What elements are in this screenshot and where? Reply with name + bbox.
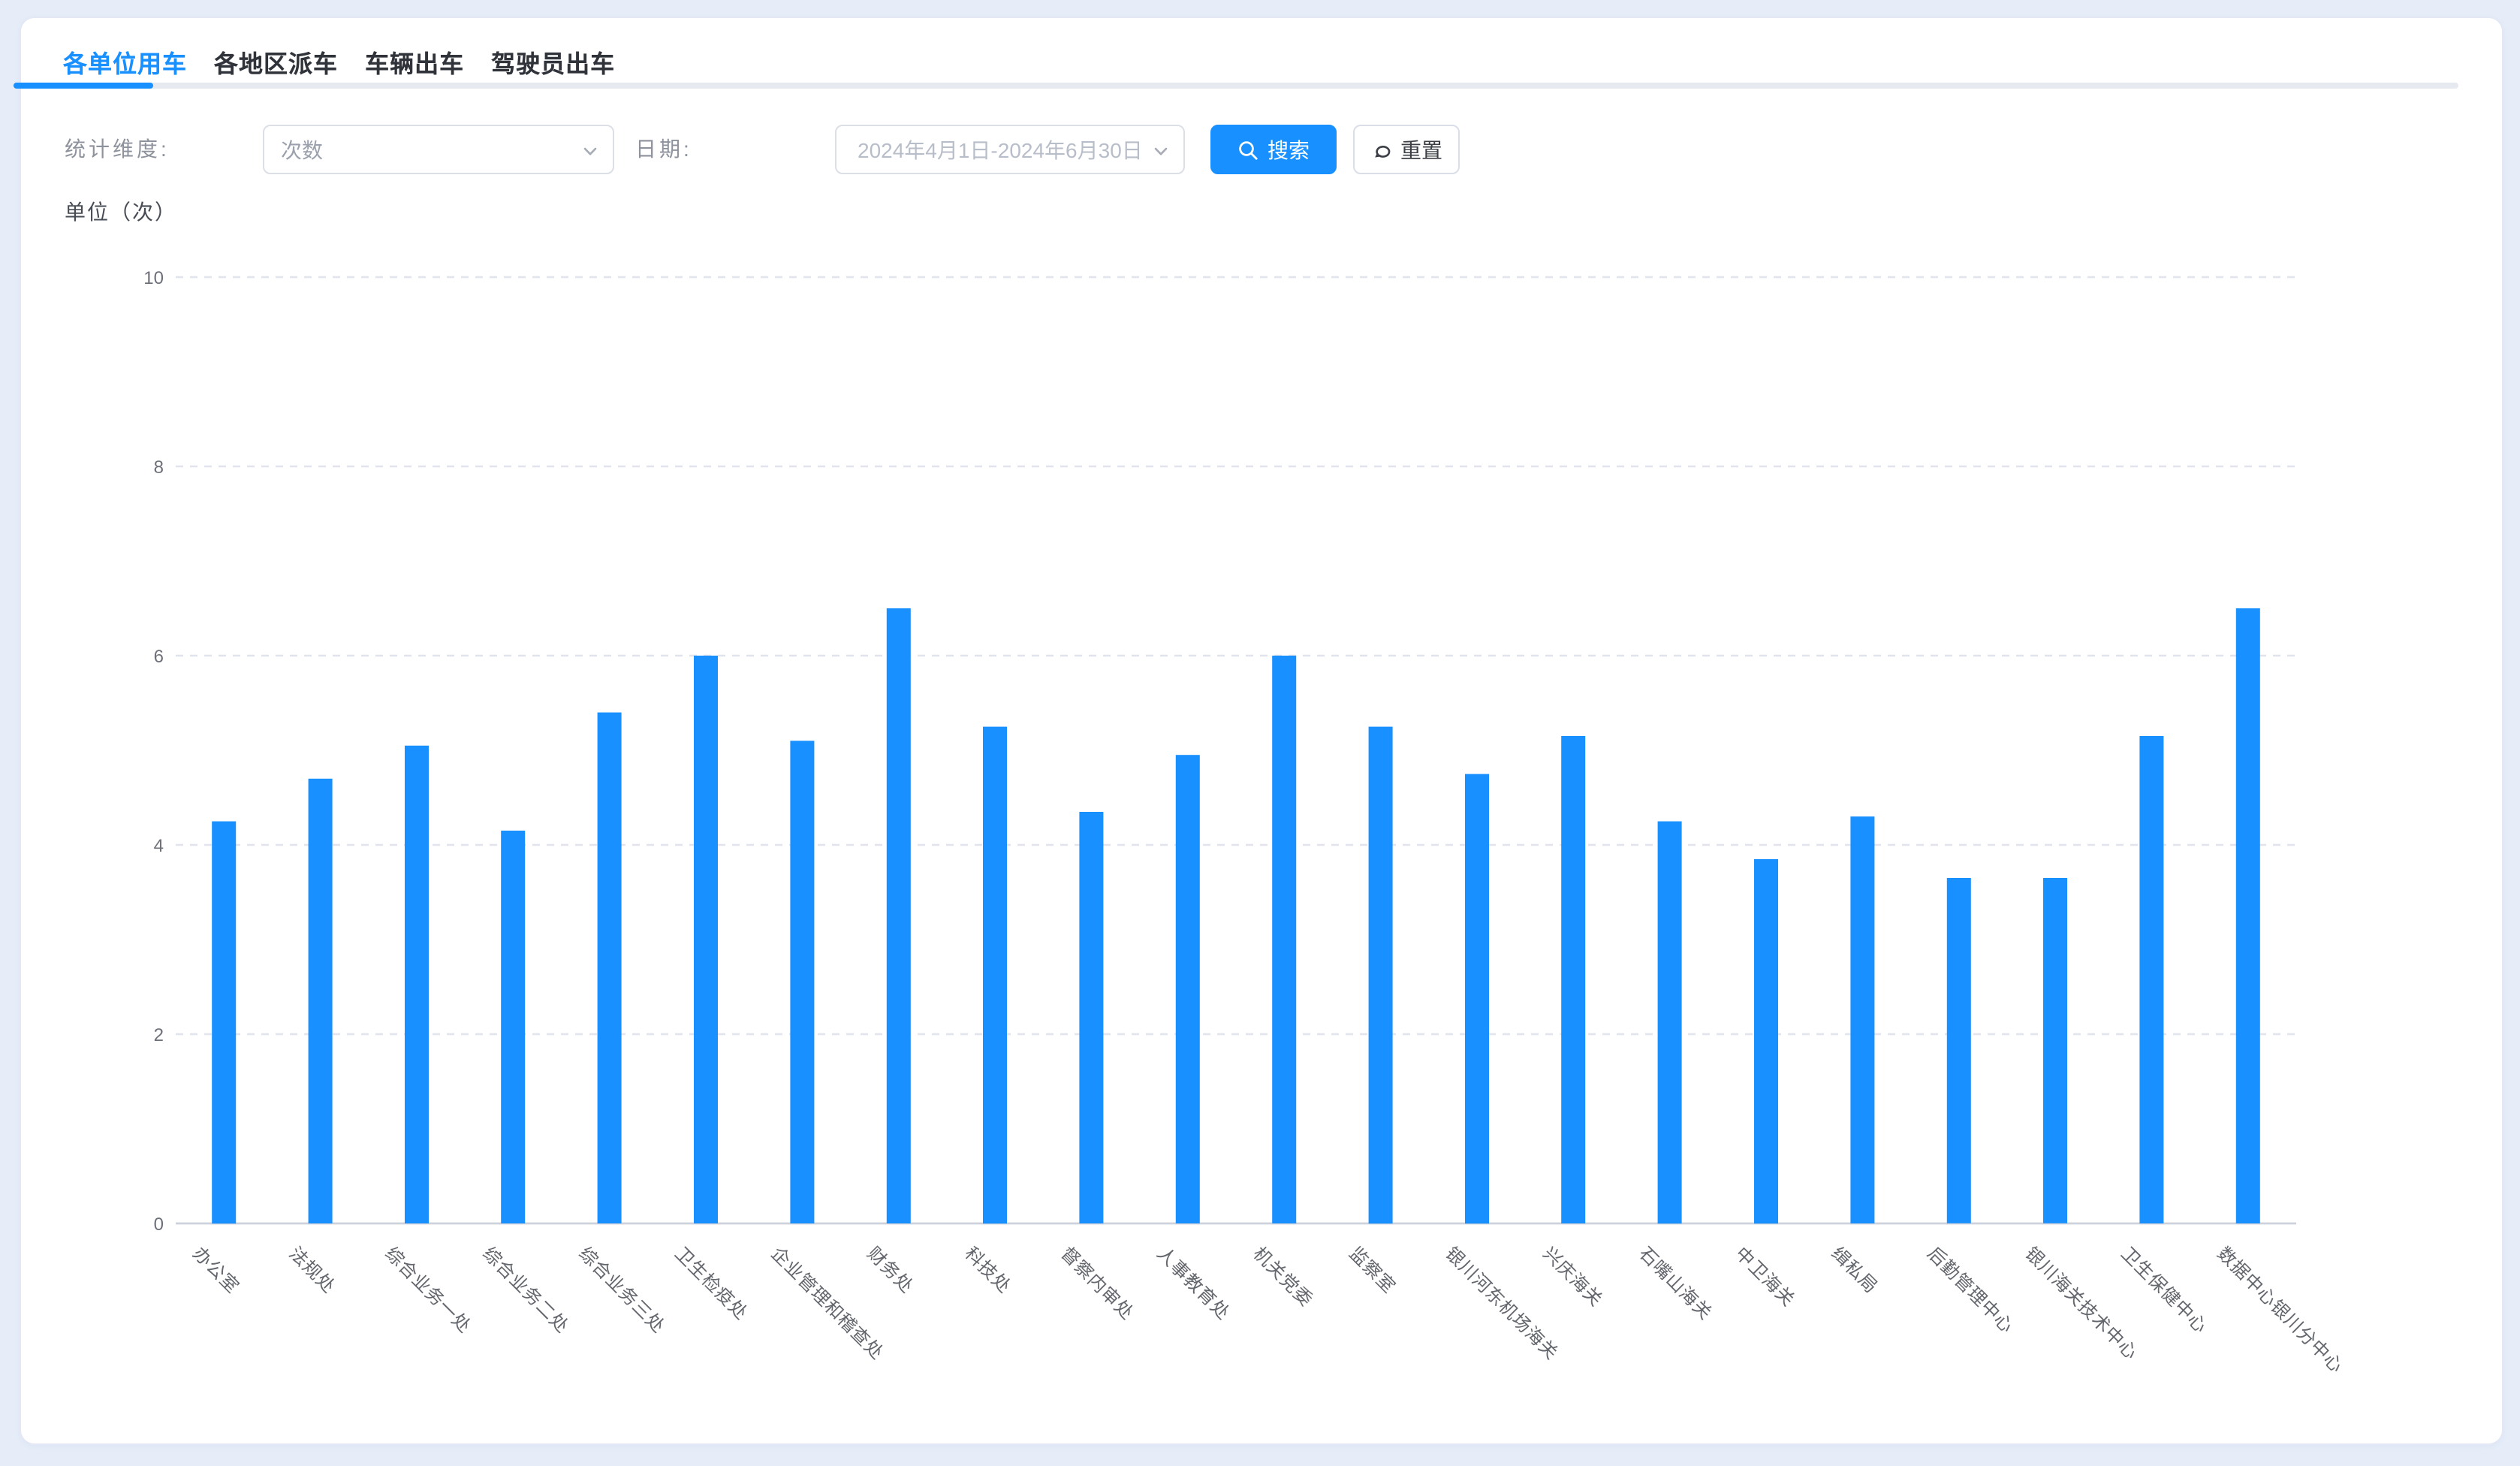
search-button-label: 搜索 — [1268, 137, 1310, 161]
bar-中卫海关[interactable] — [1754, 859, 1778, 1224]
y-tick-4: 4 — [154, 836, 164, 856]
x-label-机关党委: 机关党委 — [1249, 1242, 1318, 1311]
x-label-数据中心银川分中心: 数据中心银川分中心 — [2213, 1242, 2348, 1377]
dimension-label: 统计维度: — [65, 137, 170, 161]
x-label-督察内审处: 督察内审处 — [1056, 1242, 1138, 1325]
reset-button-label: 重置 — [1400, 137, 1442, 161]
y-tick-2: 2 — [154, 1025, 164, 1045]
filter-toolbar: 统计维度: 次数 日期: 2024年4月1日-2024年6月30日 搜索 — [21, 125, 2502, 174]
x-label-综合业务一处: 综合业务一处 — [381, 1242, 477, 1338]
x-label-兴庆海关: 兴庆海关 — [1538, 1242, 1607, 1311]
bar-卫生保健中心[interactable] — [2139, 736, 2164, 1223]
x-label-人事教育处: 人事教育处 — [1153, 1242, 1234, 1325]
bar-机关党委[interactable] — [1272, 656, 1297, 1223]
x-label-中卫海关: 中卫海关 — [1731, 1242, 1799, 1311]
tab-4[interactable]: 驾驶员出车 — [491, 53, 616, 78]
x-label-科技处: 科技处 — [960, 1242, 1015, 1298]
bar-银川海关技术中心[interactable] — [2043, 878, 2067, 1223]
bar-人事教育处[interactable] — [1175, 755, 1200, 1223]
x-label-综合业务三处: 综合业务三处 — [574, 1242, 669, 1338]
reset-button[interactable]: 重置 — [1353, 125, 1460, 174]
tab-3[interactable]: 车辆出车 — [365, 53, 465, 78]
bar-数据中心银川分中心[interactable] — [2235, 608, 2260, 1223]
bar-chart: 0 2 4 6 8 10 — [143, 268, 2296, 1235]
bar-综合业务一处[interactable] — [405, 745, 429, 1223]
x-label-卫生保健中心: 卫生保健中心 — [2116, 1242, 2211, 1338]
chart-axis-name: 单位（次） — [65, 200, 177, 224]
y-tick-10: 10 — [143, 268, 164, 288]
x-label-法规处: 法规处 — [285, 1242, 340, 1298]
x-label-监察室: 监察室 — [1345, 1242, 1400, 1298]
x-label-石嘴山海关: 石嘴山海关 — [1634, 1242, 1717, 1325]
reset-arrow-icon — [1370, 139, 1391, 160]
bar-督察内审处[interactable] — [1079, 812, 1104, 1223]
active-tab-indicator — [14, 83, 153, 89]
y-tick-8: 8 — [154, 457, 164, 478]
bar-科技处[interactable] — [983, 726, 1007, 1224]
chevron-down-icon — [1152, 141, 1170, 168]
tab-2[interactable]: 各地区派车 — [214, 53, 339, 78]
date-range-picker[interactable]: 2024年4月1日-2024年6月30日 — [835, 125, 1185, 174]
x-label-财务处: 财务处 — [864, 1242, 918, 1298]
date-label: 日期: — [635, 137, 692, 161]
bar-法规处[interactable] — [308, 778, 333, 1223]
x-label-办公室: 办公室 — [188, 1242, 244, 1298]
bar-监察室[interactable] — [1368, 726, 1393, 1224]
chevron-down-icon — [581, 141, 599, 168]
tabs-divider — [65, 83, 2458, 89]
x-label-缉私局: 缉私局 — [1827, 1242, 1882, 1298]
bar-办公室[interactable] — [212, 821, 237, 1224]
date-range-value: 2024年4月1日-2024年6月30日 — [858, 137, 1143, 161]
dimension-select-value: 次数 — [281, 137, 323, 161]
bar-企业管理和稽查处[interactable] — [790, 741, 815, 1223]
y-tick-0: 0 — [154, 1214, 164, 1235]
bar-银川河东机场海关[interactable] — [1465, 774, 1489, 1224]
x-label-综合业务二处: 综合业务二处 — [478, 1242, 573, 1338]
x-label-后勤管理中心: 后勤管理中心 — [1924, 1242, 2018, 1338]
bar-石嘴山海关[interactable] — [1657, 821, 1682, 1224]
bar-综合业务二处[interactable] — [501, 831, 526, 1223]
bar-财务处[interactable] — [886, 608, 911, 1223]
bar-综合业务三处[interactable] — [597, 712, 622, 1223]
bar-兴庆海关[interactable] — [1561, 736, 1586, 1223]
bar-卫生检疫处[interactable] — [694, 656, 718, 1223]
tabs-bar: 各单位用车 各地区派车 车辆出车 驾驶员出车 — [63, 48, 615, 83]
bar-后勤管理中心[interactable] — [1946, 878, 1971, 1223]
search-button[interactable]: 搜索 — [1210, 125, 1337, 174]
tab-1[interactable]: 各单位用车 — [63, 53, 188, 78]
y-tick-6: 6 — [154, 647, 164, 667]
panel-card: 各单位用车 各地区派车 车辆出车 驾驶员出车 统计维度: 次数 日期: 2024年4月… — [14, 17, 2503, 1445]
x-label-卫生检疫处: 卫生检疫处 — [671, 1242, 752, 1325]
bar-缉私局[interactable] — [1850, 816, 1875, 1223]
dimension-select[interactable]: 次数 — [263, 125, 614, 174]
magnifier-icon — [1237, 139, 1258, 160]
